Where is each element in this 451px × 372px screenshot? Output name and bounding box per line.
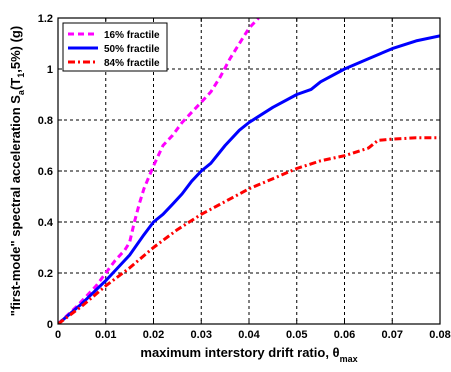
series-line-3 bbox=[58, 136, 440, 324]
x-tick-label: 0.06 bbox=[334, 329, 355, 341]
x-tick-label: 0.08 bbox=[429, 329, 450, 341]
y-tick-label: 0.4 bbox=[38, 217, 54, 229]
series-line-1 bbox=[58, 18, 260, 324]
y-axis-label-part3: ,5%) (g) bbox=[8, 26, 23, 73]
y-tick-label: 0 bbox=[47, 319, 53, 331]
legend-label-1: 16% fractile bbox=[104, 30, 160, 41]
legend: 16% fractile 50% fractile 84% fractile bbox=[62, 22, 168, 72]
x-tick-label: 0.04 bbox=[238, 329, 260, 341]
y-axis-label-sub1: a bbox=[16, 89, 26, 95]
y-axis-label-part2: (T bbox=[8, 78, 23, 90]
ticks: 0 0.01 0.02 0.03 0.04 0.05 0.06 0.07 0.08 0 0.2 0.4… bbox=[38, 13, 451, 341]
y-tick-label: 0.6 bbox=[38, 166, 53, 178]
y-tick-label: 0.2 bbox=[38, 268, 53, 280]
series-line-2 bbox=[58, 34, 440, 324]
y-axis-label-part1: "first-mode" spectral acceleration S bbox=[8, 95, 23, 316]
x-tick-label: 0.01 bbox=[95, 329, 116, 341]
y-tick-label: 0.8 bbox=[38, 115, 53, 127]
x-axis-label-main: maximum interstory drift ratio, θ bbox=[140, 345, 339, 360]
y-tick-label: 1 bbox=[47, 64, 53, 76]
x-axis-label-sub: max bbox=[340, 354, 358, 364]
x-tick-label: 0 bbox=[55, 329, 61, 341]
x-tick-label: 0.07 bbox=[382, 329, 403, 341]
legend-label-2: 50% fractile bbox=[104, 44, 160, 55]
y-tick-label: 1.2 bbox=[38, 13, 53, 25]
y-axis-label: "first-mode" spectral acceleration Sa(T1… bbox=[8, 26, 26, 316]
legend-label-3: 84% fractile bbox=[104, 58, 160, 69]
x-axis-label: maximum interstory drift ratio, θmax bbox=[140, 345, 357, 364]
y-axis-label-sub2: 1 bbox=[16, 73, 26, 78]
x-tick-label: 0.02 bbox=[143, 329, 164, 341]
legend-box bbox=[62, 22, 168, 72]
series-layer bbox=[58, 18, 440, 324]
x-tick-label: 0.05 bbox=[286, 329, 307, 341]
x-tick-label: 0.03 bbox=[191, 329, 212, 341]
